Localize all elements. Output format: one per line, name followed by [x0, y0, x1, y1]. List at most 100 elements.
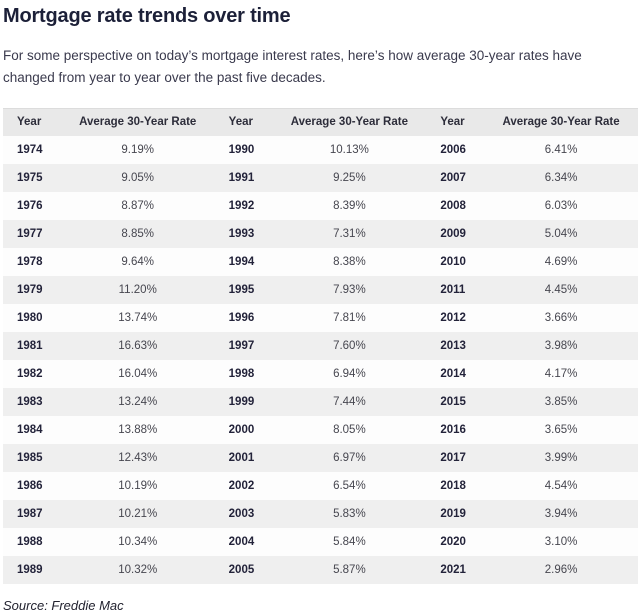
year-cell: 1983: [17, 395, 43, 408]
column-header-year: Year: [426, 108, 485, 136]
column-header-rate: Average 30-Year Rate: [60, 108, 215, 136]
year-cell: 2017: [440, 451, 466, 464]
year-cell: 2021: [440, 563, 466, 576]
table-row: 1979 11.20% 1995 7.93% 2011 4.45%: [3, 275, 638, 304]
year-cell: 1987: [17, 507, 43, 520]
table-row: 1983 13.24% 1999 7.44% 2015 3.85%: [3, 387, 638, 416]
rate-cell: 8.39%: [333, 199, 366, 212]
table-row: 1986 10.19% 2002 6.54% 2018 4.54%: [3, 471, 638, 500]
year-cell: 2007: [440, 171, 466, 184]
rate-cell: 6.97%: [333, 451, 366, 464]
rate-cell: 10.32%: [118, 563, 158, 576]
year-cell: 1995: [228, 283, 255, 296]
rate-cell: 3.66%: [544, 311, 578, 324]
rate-cell: 3.10%: [544, 535, 578, 548]
rate-cell: 10.19%: [118, 479, 158, 492]
source-note: Source: Freddie Mac: [3, 597, 124, 613]
year-cell: 2014: [440, 367, 466, 380]
table-row: 1988 10.34% 2004 5.84% 2020 3.10%: [3, 527, 638, 556]
year-cell: 2018: [440, 479, 466, 492]
page-title: Mortgage rate trends over time: [3, 5, 291, 27]
table-row: 1987 10.21% 2003 5.83% 2019 3.94%: [3, 499, 638, 528]
table-row: 1974 9.19% 1990 10.13% 2006 6.41%: [3, 135, 638, 164]
table-row: 1975 9.05% 1991 9.25% 2007 6.34%: [3, 163, 638, 192]
rate-cell: 11.20%: [118, 283, 157, 296]
year-cell: 1991: [228, 171, 255, 184]
rate-cell: 8.38%: [333, 255, 366, 268]
rate-cell: 13.24%: [118, 395, 158, 408]
rate-cell: 9.05%: [121, 171, 155, 184]
year-cell: 2008: [440, 199, 466, 212]
rate-cell: 7.44%: [333, 395, 366, 408]
year-cell: 2004: [228, 535, 255, 548]
year-cell: 2003: [228, 507, 255, 520]
rate-cell: 9.19%: [121, 143, 155, 156]
rate-cell: 6.03%: [544, 199, 578, 212]
year-cell: 2020: [440, 535, 466, 548]
year-cell: 2015: [440, 395, 466, 408]
year-cell: 2010: [440, 255, 466, 268]
year-cell: 1992: [228, 199, 255, 212]
year-cell: 1997: [228, 339, 255, 352]
rate-cell: 6.94%: [333, 367, 366, 380]
year-cell: 2011: [440, 283, 466, 296]
rate-cell: 7.93%: [333, 283, 366, 296]
year-cell: 1978: [17, 255, 43, 268]
table-row: 1984 13.88% 2000 8.05% 2016 3.65%: [3, 415, 638, 444]
rate-cell: 5.83%: [333, 507, 366, 520]
rate-cell: 13.74%: [118, 311, 158, 324]
rate-cell: 4.69%: [544, 255, 578, 268]
year-cell: 1998: [228, 367, 255, 380]
rate-cell: 16.04%: [118, 367, 158, 380]
year-cell: 1996: [228, 311, 255, 324]
year-cell: 2019: [440, 507, 466, 520]
year-cell: 1976: [17, 199, 43, 212]
rate-cell: 12.43%: [118, 451, 158, 464]
table-row: 1977 8.85% 1993 7.31% 2009 5.04%: [3, 219, 638, 248]
column-header-year: Year: [214, 108, 273, 136]
year-cell: 1977: [17, 227, 43, 240]
year-cell: 1985: [17, 451, 43, 464]
year-cell: 2005: [228, 563, 255, 576]
rate-cell: 16.63%: [118, 339, 158, 352]
year-cell: 1981: [17, 339, 43, 352]
intro-text: For some perspective on today’s mortgage…: [3, 48, 582, 85]
year-cell: 1989: [17, 563, 43, 576]
year-cell: 1988: [17, 535, 43, 548]
rate-cell: 2.96%: [544, 563, 578, 576]
table-row: 1976 8.87% 1992 8.39% 2008 6.03%: [3, 191, 638, 220]
rate-cell: 7.81%: [333, 311, 366, 324]
rate-cell: 3.99%: [544, 451, 578, 464]
column-header-rate: Average 30-Year Rate: [272, 108, 427, 136]
year-cell: 1994: [228, 255, 255, 268]
rate-cell: 9.25%: [333, 171, 366, 184]
rate-cell: 4.17%: [544, 367, 578, 380]
rate-cell: 5.84%: [333, 535, 366, 548]
year-cell: 1986: [17, 479, 43, 492]
rate-cell: 5.04%: [544, 227, 578, 240]
table-row: 1981 16.63% 1997 7.60% 2013 3.98%: [3, 331, 638, 360]
rate-cell: 7.31%: [333, 227, 366, 240]
rate-cell: 3.98%: [544, 339, 578, 352]
year-cell: 1984: [17, 423, 43, 436]
year-cell: 2006: [440, 143, 466, 156]
year-cell: 1999: [228, 395, 255, 408]
year-cell: 2000: [228, 423, 255, 436]
rate-cell: 8.87%: [121, 199, 155, 212]
table-body: 1974 9.19% 1990 10.13% 2006 6.41% 1975 9.05% 199…: [3, 135, 638, 584]
rate-cell: 3.85%: [544, 395, 578, 408]
table-header-row: Year Average 30-Year Rate Year Average 30-Y…: [3, 108, 638, 136]
rate-cell: 4.54%: [544, 479, 578, 492]
rate-cell: 9.64%: [121, 255, 155, 268]
rate-cell: 3.94%: [544, 507, 578, 520]
rate-cell: 8.05%: [333, 423, 366, 436]
year-cell: 1979: [17, 283, 43, 296]
table-row: 1980 13.74% 1996 7.81% 2012 3.66%: [3, 303, 638, 332]
rate-cell: 6.54%: [333, 479, 366, 492]
rate-cell: 6.41%: [544, 143, 578, 156]
rate-cell: 10.34%: [118, 535, 158, 548]
table-row: 1989 10.32% 2005 5.87% 2021 2.96%: [3, 555, 638, 584]
rate-cell: 6.34%: [544, 171, 578, 184]
year-cell: 2016: [440, 423, 466, 436]
